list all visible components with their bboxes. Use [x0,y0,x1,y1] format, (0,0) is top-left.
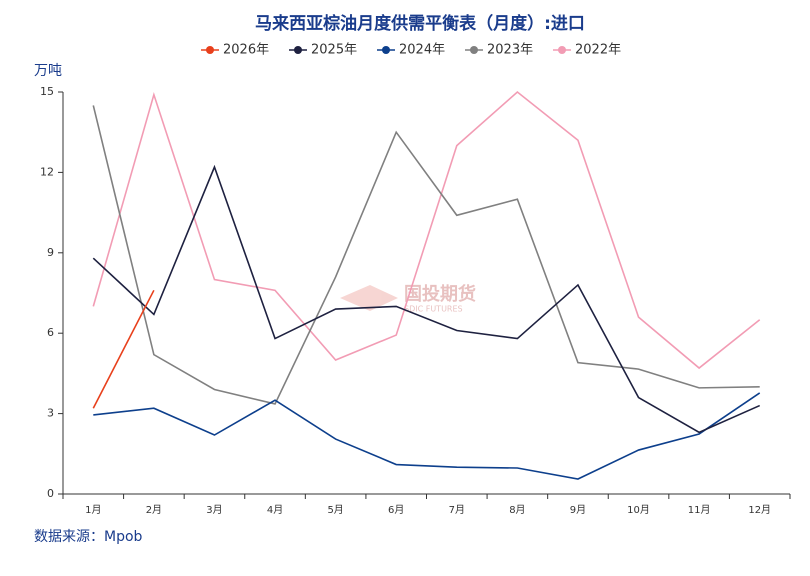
legend-marker [294,46,302,54]
legend-label: 2023年 [487,43,533,58]
y-tick-label: 15 [40,85,54,98]
legend-label: 2022年 [575,43,621,58]
chart-title: 马来西亚棕油月度供需平衡表（月度）:进口 [255,13,585,34]
watermark-subtext: SDIC FUTURES [404,305,463,314]
y-tick-label: 6 [47,326,54,339]
x-tick-label: 7月 [449,504,465,516]
x-tick-label: 4月 [267,504,283,516]
legend-label: 2024年 [399,43,445,58]
source-note: 数据来源：Mpob [34,529,143,545]
watermark-text: 国投期货 [404,283,476,305]
x-tick-label: 1月 [85,504,101,516]
y-tick-label: 0 [47,487,54,500]
series-line [93,392,761,480]
y-tick-label: 9 [47,246,54,259]
series-line [92,164,761,434]
x-tick-label: 2月 [146,504,162,516]
y-tick-label: 3 [47,407,54,420]
legend-marker [382,46,390,54]
x-tick-label: 3月 [206,504,222,516]
watermark: 国投期货 SDIC FUTURES [340,283,476,314]
x-tick-label: 9月 [570,504,586,516]
legend-marker [558,46,566,54]
y-axis-label: 万吨 [34,63,62,79]
legend-label: 2026年 [223,43,269,58]
series-line [92,289,155,409]
x-tick-label: 10月 [627,504,650,516]
x-tick-label: 5月 [327,504,343,516]
x-tick-label: 6月 [388,504,404,516]
series-line [92,90,761,370]
legend-marker [206,46,214,54]
legend-label: 2025年 [311,43,357,58]
y-tick-label: 12 [40,165,54,178]
watermark-logo [340,285,398,311]
x-tick-label: 11月 [688,504,711,516]
series-line [92,105,760,405]
x-tick-label: 12月 [748,504,771,516]
x-tick-label: 8月 [509,504,525,516]
legend-marker [470,46,478,54]
